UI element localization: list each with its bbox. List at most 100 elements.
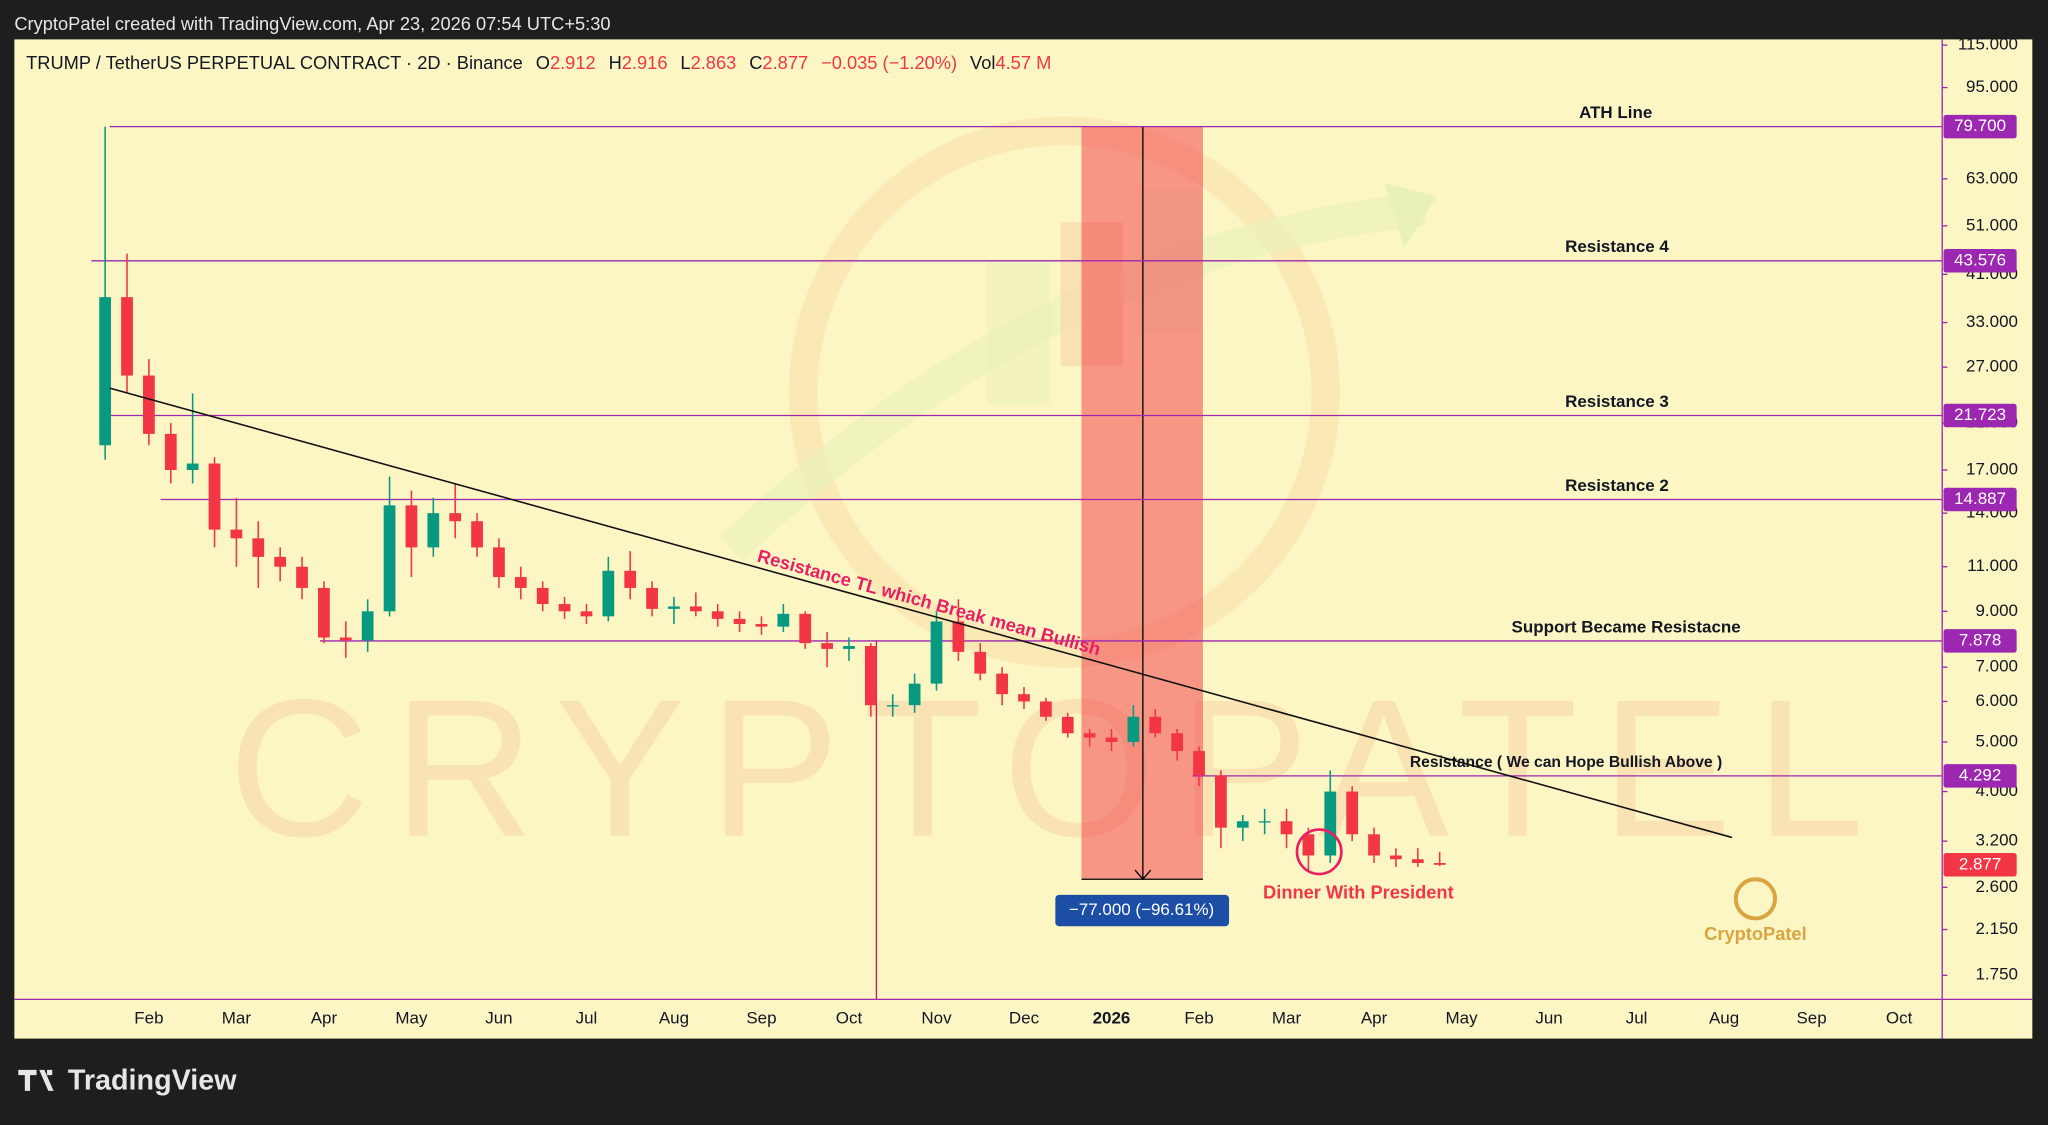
legend-key: O <box>536 52 550 73</box>
watermark-arrowhead <box>1384 183 1437 249</box>
candle-body <box>1411 859 1424 864</box>
candle-body <box>733 618 746 625</box>
footer-icon <box>18 1069 54 1091</box>
candle-body <box>164 433 177 470</box>
level-label: Support Became Resistacne <box>1512 617 1741 636</box>
x-tick-label: Aug <box>659 1008 689 1027</box>
candle-body <box>230 529 243 539</box>
candle-body <box>1193 751 1205 776</box>
candle-body <box>1127 716 1140 742</box>
x-tick-label: Jun <box>485 1008 512 1027</box>
legend-key: L <box>680 52 690 73</box>
candle-body <box>864 646 877 706</box>
candle-body <box>952 621 965 652</box>
candle-body <box>449 513 462 522</box>
candle-body <box>143 375 155 434</box>
axes: 115.00095.00063.00051.00041.00033.00027.… <box>134 35 2018 1028</box>
candle-body <box>646 587 658 609</box>
candle-body <box>821 643 833 649</box>
price-tag-label: 21.723 <box>1954 405 2006 424</box>
candle-body <box>514 577 527 588</box>
candle-body <box>121 297 133 376</box>
candle-body <box>427 513 440 548</box>
candle-body <box>1390 855 1402 860</box>
candle-body <box>339 637 352 641</box>
level-label: Resistance 2 <box>1565 476 1669 495</box>
x-tick-label: Sep <box>746 1008 776 1027</box>
y-tick-label: 7.000 <box>1975 657 2017 676</box>
y-tick-label: 2.600 <box>1975 877 2017 896</box>
candle-body <box>383 505 396 612</box>
candle-body <box>1280 821 1293 835</box>
candle-body <box>1433 863 1446 865</box>
candle-body <box>624 570 637 588</box>
price-tag <box>1943 487 2017 512</box>
x-tick-label: Mar <box>222 1008 252 1027</box>
x-tick-label: Apr <box>1361 1008 1388 1027</box>
price-tag-label: 14.887 <box>1954 489 2006 508</box>
level-label: ATH Line <box>1579 103 1652 122</box>
x-tick-label: 2026 <box>1093 1008 1131 1027</box>
event-label: Dinner With President <box>1263 881 1454 902</box>
candle-body <box>1215 775 1227 828</box>
candle-body <box>1346 791 1359 835</box>
candle-body <box>1258 821 1271 823</box>
candle-body <box>318 587 330 638</box>
candle-body <box>886 705 899 707</box>
legend-key: C <box>749 52 762 73</box>
price-tags: 79.700 43.576 21.723 14.887 7.878 4.292 2.877 <box>1943 114 2017 877</box>
price-tag-label: 4.292 <box>1959 765 2001 784</box>
candle-body <box>361 611 374 641</box>
last-price-tag <box>1943 853 2017 877</box>
x-tick-label: Jul <box>1626 1008 1648 1027</box>
legend-value: 2.863 <box>691 52 737 73</box>
price-tag-label: 7.878 <box>1959 630 2001 649</box>
candle-body <box>296 566 308 588</box>
trendline <box>109 387 1733 839</box>
price-tag-label: 43.576 <box>1954 250 2006 269</box>
watermark-candle <box>987 261 1051 406</box>
legend-value: 2.916 <box>622 52 668 73</box>
candle-body <box>668 606 680 609</box>
event-circle <box>1295 828 1343 876</box>
header: CryptoPatel created with TradingView.com… <box>14 13 610 34</box>
x-tick-label: Jul <box>576 1008 598 1027</box>
y-tick-label: 5.000 <box>1975 731 2017 750</box>
legend: TRUMP / TetherUS PERPETUAL CONTRACT · 2D… <box>26 52 1051 73</box>
watermark-arrow <box>719 192 1426 562</box>
candle-body <box>843 646 855 649</box>
candle-body <box>405 505 418 548</box>
y-tick-label: 115.000 <box>1958 35 2018 54</box>
candle-body <box>1105 737 1118 742</box>
candle-body <box>558 604 571 612</box>
y-tick-label: 33.000 <box>1966 312 2018 331</box>
x-tick-label: Jun <box>1535 1008 1562 1027</box>
logo-text: CryptoPatel <box>1704 923 1807 944</box>
candle-body <box>1368 834 1380 856</box>
candle-body <box>1171 733 1184 752</box>
legend-change: −0.035 (−1.20%) <box>821 52 957 73</box>
price-tag <box>1943 403 2017 428</box>
measure-range <box>1081 126 1203 880</box>
candle-body <box>711 611 724 619</box>
legend-key: H <box>609 52 622 73</box>
y-tick-label: 1.750 <box>1975 965 2017 984</box>
measure-label: −77.000 (−96.61%) <box>1069 900 1214 919</box>
level-label: Resistance 3 <box>1565 392 1669 411</box>
candle-body <box>1236 821 1249 828</box>
y-tick-label: 3.200 <box>1975 831 2017 850</box>
candle-body <box>536 587 549 605</box>
x-tick-label: Nov <box>921 1008 952 1027</box>
candle-body <box>99 297 112 446</box>
footer-brand: TradingView <box>68 1064 237 1096</box>
y-tick-label: 9.000 <box>1975 601 2017 620</box>
logo-icon <box>1733 877 1777 921</box>
candle-body <box>974 651 987 674</box>
price-tag <box>1943 114 2017 139</box>
x-tick-label: Dec <box>1009 1008 1040 1027</box>
candles <box>99 126 1446 871</box>
price-tag <box>1943 249 2017 273</box>
legend-value: 2.877 <box>762 52 808 73</box>
x-tick-label: Apr <box>311 1008 338 1027</box>
